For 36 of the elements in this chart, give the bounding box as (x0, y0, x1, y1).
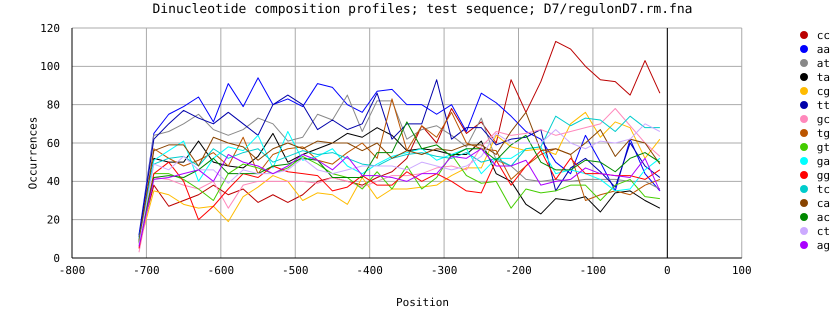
legend-label: tc (816, 182, 830, 196)
x-tick-label: -400 (356, 264, 383, 277)
x-axis-title: Position (395, 296, 450, 309)
legend-label: ct (816, 224, 830, 238)
legend-label: tg (816, 126, 830, 140)
legend-label: ta (816, 70, 830, 84)
chart-title: Dinucleotide composition profiles; test sequence; D7/regulonD7.rm.fna (151, 2, 694, 17)
y-axis-title: Occurrences (26, 116, 40, 190)
legend-label: ac (816, 210, 830, 224)
legend-label: gt (816, 140, 830, 154)
x-tick-label: -600 (208, 264, 234, 277)
legend-label: cc (816, 28, 830, 42)
x-tick-label: 0 (664, 264, 671, 277)
legend-label: tt (816, 98, 830, 112)
legend-label: cg (816, 84, 830, 98)
y-tick-label: 80 (46, 98, 60, 112)
x-tick-label: -200 (505, 264, 532, 277)
legend-label: ga (816, 154, 830, 168)
legend-label: aa (816, 42, 830, 56)
y-tick-label: 20 (46, 214, 60, 227)
x-tick-label: -700 (133, 264, 160, 277)
x-tick-label: 100 (732, 264, 752, 277)
x-tick-label: -800 (58, 264, 86, 277)
y-tick-label: 120 (40, 22, 60, 35)
legend-label: gg (816, 168, 830, 182)
x-tick-label: -500 (282, 264, 308, 277)
legend-label: ca (816, 196, 830, 210)
y-tick-label: 100 (40, 60, 60, 74)
y-tick-label: 60 (46, 136, 60, 150)
x-tick-label: -100 (580, 264, 606, 277)
legend-label: gc (816, 112, 830, 126)
legend-label: ag (816, 238, 830, 252)
legend-label: at (816, 56, 830, 70)
y-tick-label: 0 (53, 252, 60, 265)
y-tick-label: 40 (46, 175, 60, 188)
x-tick-label: -300 (430, 264, 458, 277)
